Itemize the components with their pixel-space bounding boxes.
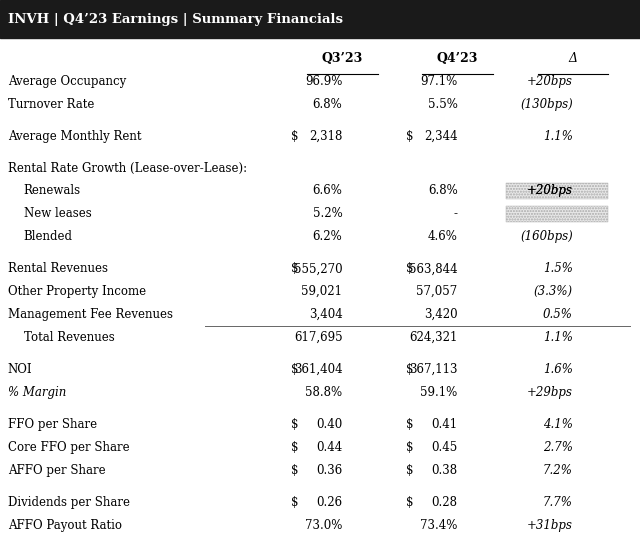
Text: Renewals: Renewals [24, 184, 81, 198]
Text: Turnover Rate: Turnover Rate [8, 97, 94, 111]
Text: 5.5%: 5.5% [428, 97, 458, 111]
Text: Average Monthly Rent: Average Monthly Rent [8, 129, 141, 143]
Text: 6.6%: 6.6% [312, 184, 342, 198]
Text: Rental Rate Growth (Lease-over-Lease):: Rental Rate Growth (Lease-over-Lease): [8, 161, 247, 175]
Text: Total Revenues: Total Revenues [24, 331, 115, 344]
Text: (160bps): (160bps) [520, 230, 573, 244]
Text: Other Property Income: Other Property Income [8, 285, 146, 298]
Text: 7.7%: 7.7% [543, 496, 573, 509]
Text: +20bps: +20bps [527, 184, 573, 198]
Text: 4.6%: 4.6% [428, 230, 458, 244]
Text: Rental Revenues: Rental Revenues [8, 262, 108, 276]
Bar [506, 183, 608, 199]
Bar [506, 206, 608, 222]
Text: 6.8%: 6.8% [428, 184, 458, 198]
Text: NOI: NOI [8, 363, 32, 376]
Text: $: $ [406, 464, 414, 477]
Text: 0.38: 0.38 [431, 464, 458, 477]
Text: 1.6%: 1.6% [543, 363, 573, 376]
Text: 0.44: 0.44 [316, 441, 342, 454]
Text: Q3’23: Q3’23 [322, 52, 363, 66]
Text: 1.1%: 1.1% [543, 129, 573, 143]
Bar [0, 0, 640, 38]
Text: 2,318: 2,318 [309, 129, 342, 143]
Text: 624,321: 624,321 [409, 331, 458, 344]
Text: New leases: New leases [24, 207, 92, 221]
Text: $: $ [291, 418, 299, 431]
Text: 4.1%: 4.1% [543, 418, 573, 431]
Text: (3.3%): (3.3%) [534, 285, 573, 298]
Text: INVH | Q4’23 Earnings | Summary Financials: INVH | Q4’23 Earnings | Summary Financia… [8, 12, 342, 26]
Text: Δ: Δ [568, 52, 577, 66]
Text: FFO per Share: FFO per Share [8, 418, 97, 431]
Text: $: $ [291, 441, 299, 454]
Text: 2,344: 2,344 [424, 129, 458, 143]
Text: 361,404: 361,404 [294, 363, 342, 376]
Text: 0.5%: 0.5% [543, 308, 573, 321]
Text: 1.1%: 1.1% [543, 331, 573, 344]
Text: $: $ [291, 496, 299, 509]
Text: AFFO per Share: AFFO per Share [8, 464, 106, 477]
Text: Q4’23: Q4’23 [437, 52, 478, 66]
Text: 73.0%: 73.0% [305, 519, 342, 532]
Text: 5.2%: 5.2% [313, 207, 342, 221]
Text: 0.40: 0.40 [316, 418, 342, 431]
Text: 3,404: 3,404 [308, 308, 342, 321]
Text: 617,695: 617,695 [294, 331, 342, 344]
Text: $: $ [406, 441, 414, 454]
Text: 2.7%: 2.7% [543, 441, 573, 454]
Text: +20bps: +20bps [527, 184, 573, 198]
Text: $: $ [291, 129, 299, 143]
Text: $: $ [291, 262, 299, 276]
Text: Blended: Blended [24, 230, 73, 244]
Text: +29bps: +29bps [527, 386, 573, 399]
Text: 0.28: 0.28 [431, 496, 458, 509]
Text: 57,057: 57,057 [417, 285, 458, 298]
Text: Management Fee Revenues: Management Fee Revenues [8, 308, 173, 321]
Text: Average Occupancy: Average Occupancy [8, 74, 126, 88]
Text: $: $ [406, 363, 414, 376]
Text: 6.8%: 6.8% [313, 97, 342, 111]
Text: 0.41: 0.41 [431, 418, 458, 431]
Text: 7.2%: 7.2% [543, 464, 573, 477]
Text: 96.9%: 96.9% [305, 74, 342, 88]
Text: % Margin: % Margin [8, 386, 66, 399]
Text: $: $ [406, 129, 414, 143]
Text: 367,113: 367,113 [409, 363, 458, 376]
Text: 97.1%: 97.1% [420, 74, 458, 88]
Text: 59.1%: 59.1% [420, 386, 458, 399]
Text: 563,844: 563,844 [409, 262, 458, 276]
Text: AFFO Payout Ratio: AFFO Payout Ratio [8, 519, 122, 532]
Text: $: $ [291, 464, 299, 477]
Text: $: $ [406, 496, 414, 509]
Text: 58.8%: 58.8% [305, 386, 342, 399]
Text: 0.36: 0.36 [316, 464, 342, 477]
Text: $: $ [291, 363, 299, 376]
Text: 0.26: 0.26 [316, 496, 342, 509]
Text: (130bps): (130bps) [520, 97, 573, 111]
Text: 73.4%: 73.4% [420, 519, 458, 532]
Text: 3,420: 3,420 [424, 308, 458, 321]
Text: -: - [454, 207, 458, 221]
Text: +20bps: +20bps [527, 74, 573, 88]
Text: 0.45: 0.45 [431, 441, 458, 454]
Text: Dividends per Share: Dividends per Share [8, 496, 130, 509]
Text: 555,270: 555,270 [294, 262, 342, 276]
Text: $: $ [406, 262, 414, 276]
Text: 6.2%: 6.2% [313, 230, 342, 244]
Text: 1.5%: 1.5% [543, 262, 573, 276]
Text: $: $ [406, 418, 414, 431]
Text: +31bps: +31bps [527, 519, 573, 532]
Text: 59,021: 59,021 [301, 285, 342, 298]
Text: Core FFO per Share: Core FFO per Share [8, 441, 129, 454]
